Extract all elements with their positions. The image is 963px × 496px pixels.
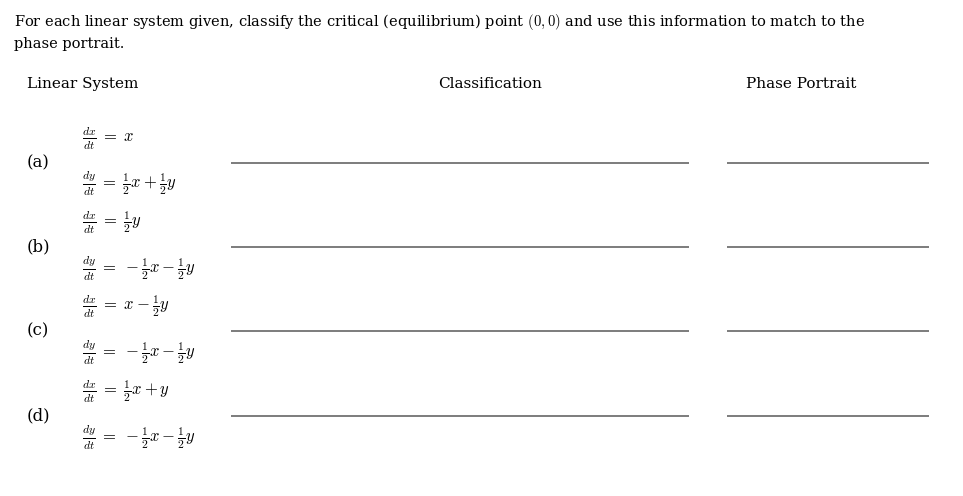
Text: $\frac{dx}{dt}\;=\;\frac{1}{2}x+y$: $\frac{dx}{dt}\;=\;\frac{1}{2}x+y$ xyxy=(82,377,169,405)
Text: Phase Portrait: Phase Portrait xyxy=(746,77,857,91)
Text: $\frac{dy}{dt}\;=\;-\frac{1}{2}x-\frac{1}{2}y$: $\frac{dy}{dt}\;=\;-\frac{1}{2}x-\frac{1… xyxy=(82,423,195,452)
Text: (c): (c) xyxy=(27,323,49,340)
Text: For each linear system given, classify the critical (equilibrium) point $(0,0)$ : For each linear system given, classify t… xyxy=(14,12,866,32)
Text: Classification: Classification xyxy=(438,77,542,91)
Text: $\frac{dx}{dt}\;=\;\frac{1}{2}y$: $\frac{dx}{dt}\;=\;\frac{1}{2}y$ xyxy=(82,208,142,236)
Text: (d): (d) xyxy=(27,407,51,424)
Text: $\frac{dx}{dt}\;=\;x-\frac{1}{2}y$: $\frac{dx}{dt}\;=\;x-\frac{1}{2}y$ xyxy=(82,293,169,320)
Text: $\frac{dy}{dt}\;=\;-\frac{1}{2}x-\frac{1}{2}y$: $\frac{dy}{dt}\;=\;-\frac{1}{2}x-\frac{1… xyxy=(82,337,195,367)
Text: $\frac{dy}{dt}\;=\;\frac{1}{2}x+\frac{1}{2}y$: $\frac{dy}{dt}\;=\;\frac{1}{2}x+\frac{1}… xyxy=(82,169,177,198)
Text: (b): (b) xyxy=(27,239,51,255)
Text: $\frac{dy}{dt}\;=\;-\frac{1}{2}x-\frac{1}{2}y$: $\frac{dy}{dt}\;=\;-\frac{1}{2}x-\frac{1… xyxy=(82,253,195,283)
Text: phase portrait.: phase portrait. xyxy=(14,37,125,51)
Text: Linear System: Linear System xyxy=(27,77,139,91)
Text: (a): (a) xyxy=(27,154,50,171)
Text: $\frac{dx}{dt}\;=\;x$: $\frac{dx}{dt}\;=\;x$ xyxy=(82,124,135,152)
